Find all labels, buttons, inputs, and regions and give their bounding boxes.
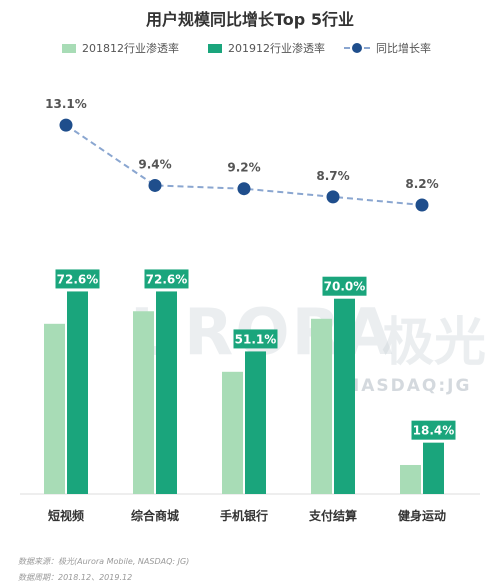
- category-label-1: 综合商城: [131, 508, 179, 523]
- data-label-box-2019-4: [411, 420, 456, 440]
- data-label-box-2019-3: [322, 276, 367, 296]
- legend-label-2018: 201812行业渗透率: [82, 42, 179, 55]
- watermark-cjk: 极光: [382, 313, 487, 373]
- chart-title: 用户规模同比增长Top 5行业: [146, 10, 354, 29]
- legend: 201812行业渗透率 201912行业渗透率 同比增长率: [0, 40, 500, 60]
- growth-line: [65, 124, 423, 206]
- bar-2019-1: [156, 291, 177, 494]
- legend-swatch-2018: [62, 43, 76, 53]
- footer-period: 数据周期：2018.12、2019.12: [18, 573, 133, 582]
- legend-item-2019: 201912行业渗透率: [208, 40, 325, 56]
- bar-2019-2: [245, 351, 266, 494]
- growth-label-2: 9.2%: [227, 161, 260, 175]
- bar-2019-4: [423, 442, 444, 494]
- bar-2018-1: [133, 311, 154, 494]
- legend-item-2018: 201812行业渗透率: [62, 40, 179, 56]
- data-label-2019-2: 51.1%: [235, 332, 277, 346]
- data-label-box-2019-2: [233, 329, 278, 349]
- bar-2019-3: [334, 298, 355, 494]
- bar-2019-0: [67, 291, 88, 494]
- footer-source: 数据来源：极光(Aurora Mobile, NASDAQ: JG): [18, 557, 190, 566]
- bar-2018-3: [311, 318, 332, 494]
- category-label-2: 手机银行: [220, 508, 268, 523]
- data-label-box-2019-1: [144, 269, 189, 289]
- legend-line-marker: [344, 43, 370, 53]
- data-label-2019-4: 18.4%: [413, 424, 455, 438]
- category-label-3: 支付结算: [308, 508, 357, 523]
- growth-label-4: 8.2%: [405, 177, 438, 191]
- growth-point-1: [148, 178, 162, 192]
- legend-swatch-2019: [208, 43, 222, 53]
- growth-point-4: [415, 198, 429, 212]
- category-label-0: 短视频: [48, 508, 84, 523]
- growth-point-3: [326, 190, 340, 204]
- bar-2018-2: [222, 371, 243, 494]
- data-label-2019-1: 72.6%: [146, 272, 188, 286]
- growth-point-2: [237, 182, 251, 196]
- bar-2018-4: [400, 464, 421, 494]
- watermark-label: NASDAQ:JG: [345, 376, 472, 396]
- data-label-2019-3: 70.0%: [324, 280, 366, 294]
- bar-2018-0: [44, 323, 65, 494]
- growth-label-3: 8.7%: [316, 169, 349, 183]
- growth-label-0: 13.1%: [45, 97, 87, 111]
- category-label-4: 健身运动: [398, 508, 446, 523]
- data-label-2019-0: 72.6%: [57, 272, 99, 286]
- legend-label-2019: 201912行业渗透率: [228, 42, 325, 55]
- legend-label-growth: 同比增长率: [376, 42, 431, 55]
- growth-label-1: 9.4%: [138, 157, 171, 171]
- data-label-box-2019-0: [55, 269, 100, 289]
- legend-item-growth: 同比增长率: [344, 40, 431, 56]
- growth-point-0: [59, 118, 73, 132]
